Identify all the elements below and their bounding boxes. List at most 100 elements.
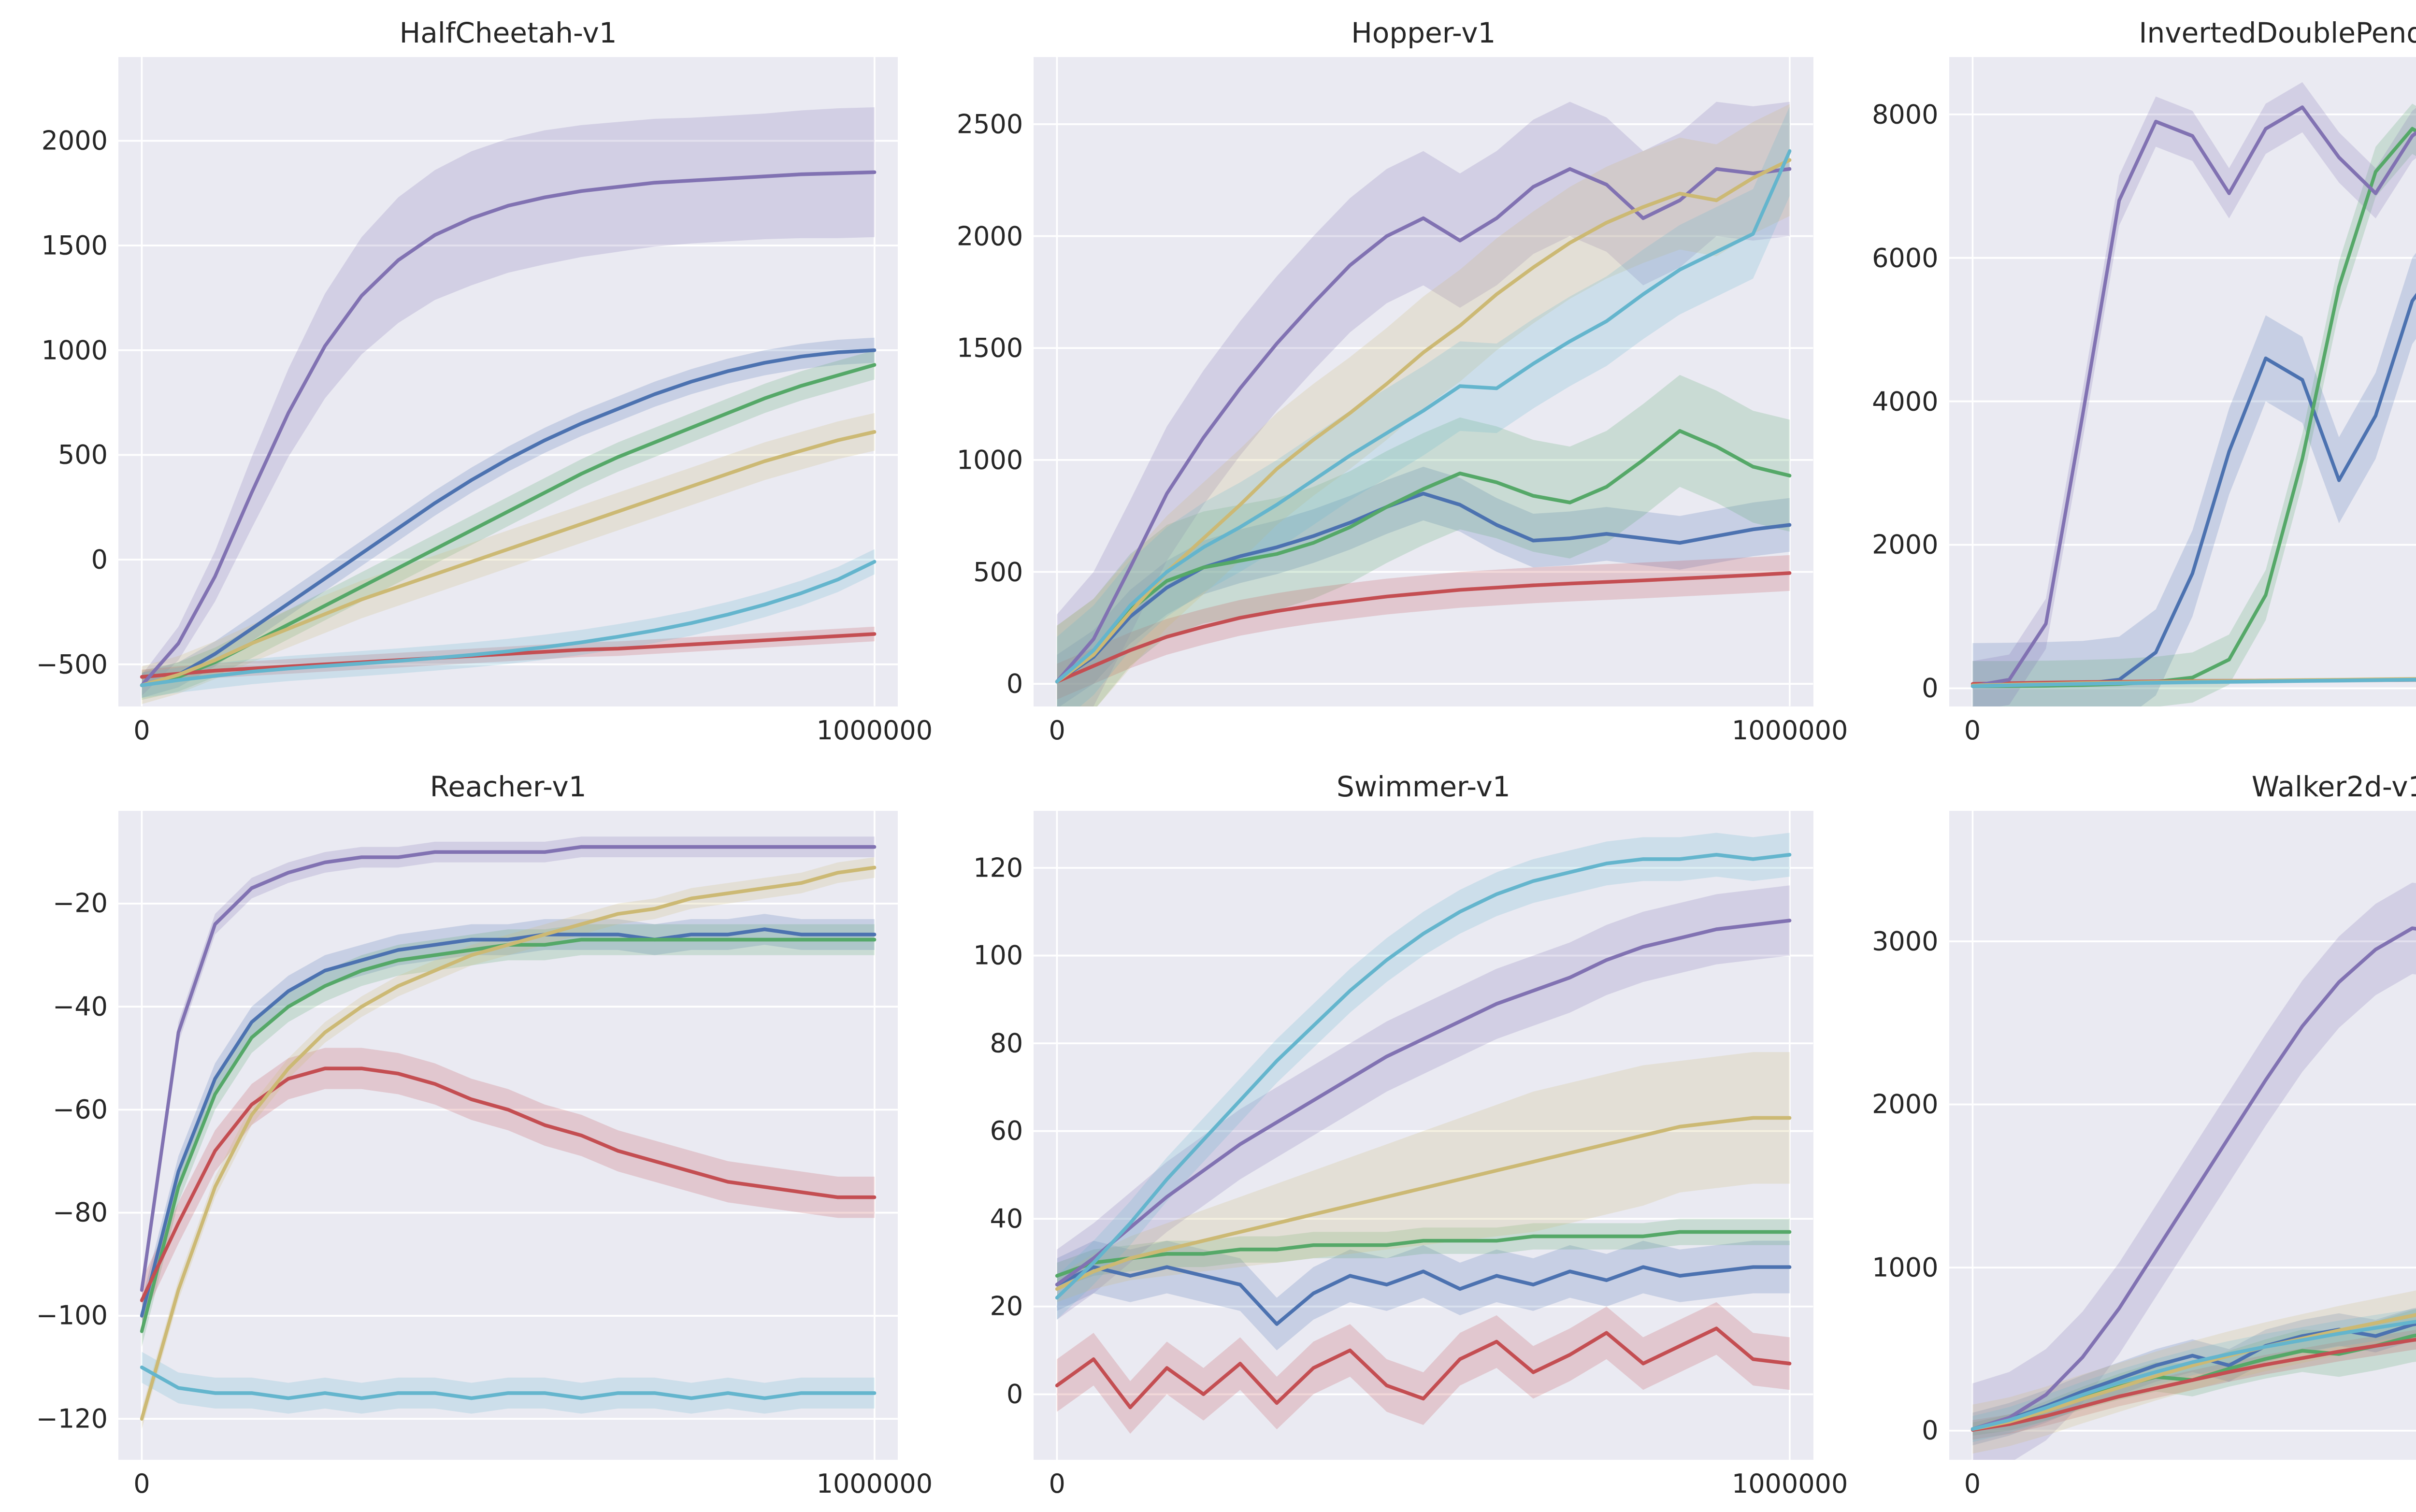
series-band (1972, 252, 2416, 706)
y-tick-label: 1000 (41, 335, 108, 366)
y-tick-label: 8000 (1872, 99, 1939, 130)
chart-svg (1034, 810, 1813, 1460)
y-tick-label: 3000 (1872, 926, 1939, 957)
plot-area (118, 57, 898, 706)
y-tick-label: 1500 (41, 230, 108, 261)
y-tick-label: 2500 (956, 109, 1023, 140)
series-band (1972, 103, 2416, 706)
series-band (1057, 555, 1790, 700)
series-band (1972, 1308, 2416, 1442)
x-axis: 0 1000000 (118, 1460, 933, 1508)
x-tick-label: 0 (133, 1469, 150, 1499)
y-tick-label: 1000 (956, 445, 1023, 475)
y-tick-label: 60 (990, 1115, 1023, 1146)
y-tick-label: 40 (990, 1203, 1023, 1234)
subplot-walker2d: Walker2d-v1 0 1000 2000 3000 0 1000000 (1841, 763, 2416, 1509)
series-line (140, 937, 877, 1333)
y-tick-label: −40 (53, 991, 108, 1022)
series-band (1057, 466, 1790, 706)
chart-title: InvertedDoublePendulum-v1 (2139, 16, 2416, 49)
series-line (1055, 167, 1792, 684)
x-tick-label: 0 (133, 715, 150, 746)
y-tick-label: 4000 (1872, 386, 1939, 417)
series-band (1972, 1290, 2416, 1454)
series-band (1972, 82, 2416, 706)
y-tick-label: 2000 (41, 125, 108, 156)
series-band (142, 1352, 875, 1414)
series-line (140, 348, 877, 687)
series-line (1055, 571, 1792, 684)
plot-area (1949, 810, 2416, 1460)
y-axis: 0 2000 4000 6000 8000 (1841, 57, 1949, 706)
chart-svg (1949, 57, 2416, 706)
series-line (1970, 1312, 2416, 1431)
x-tick-label: 0 (1049, 1469, 1065, 1499)
series-band (1972, 882, 2416, 1460)
series-line (1055, 918, 1792, 1286)
y-tick-label: 2000 (1872, 529, 1939, 560)
chart-title: Swimmer-v1 (1336, 770, 1510, 803)
series-band (1057, 1240, 1790, 1351)
chart-svg (1034, 57, 1813, 706)
y-axis: −120 −100 −80 −60 −40 −20 (10, 811, 118, 1460)
plot-area (1034, 57, 1813, 706)
series-line (140, 865, 877, 1421)
series-line (140, 560, 877, 687)
series-line (1055, 1265, 1792, 1326)
subplot-inverteddoublependulum: InvertedDoublePendulum-v1 0 2000 4000 6000 8… (1841, 9, 2416, 755)
chart-title: HalfCheetah-v1 (399, 16, 617, 49)
plot-area (1034, 810, 1813, 1460)
series-band (1057, 1051, 1790, 1302)
y-tick-label: 1500 (956, 332, 1023, 363)
x-axis: 0 1000000 (1949, 706, 2416, 755)
y-tick-label: 100 (973, 940, 1023, 971)
y-tick-label: −60 (53, 1094, 108, 1125)
y-tick-label: 120 (973, 852, 1023, 883)
subplot-hopper: Hopper-v1 0 500 1000 1500 2000 2500 0 1000000 (925, 9, 1848, 755)
subplot-halfcheetah: HalfCheetah-v1 −500 0 500 1000 1500 2000 0 10… (10, 9, 933, 755)
series-line (1055, 491, 1792, 684)
x-tick-label: 0 (1964, 1469, 1981, 1499)
series-line (1970, 1337, 2416, 1432)
y-tick-label: 0 (1006, 1379, 1023, 1410)
plot-area (118, 810, 898, 1460)
y-tick-label: −100 (36, 1300, 108, 1331)
series-band (142, 836, 875, 1300)
series-line (1055, 1116, 1792, 1291)
series-line (1055, 149, 1792, 684)
y-tick-label: −500 (36, 649, 108, 680)
series-line (140, 845, 877, 1292)
series-line (1970, 926, 2416, 1431)
series-line (140, 170, 877, 687)
y-tick-label: 20 (990, 1291, 1023, 1322)
x-tick-label: 0 (1964, 715, 1981, 746)
series-line (1055, 429, 1792, 684)
series-line (1970, 105, 2416, 688)
y-tick-label: −80 (53, 1197, 108, 1228)
subplot-swimmer: Swimmer-v1 0 20 40 60 80 100 120 0 1000000 (925, 763, 1848, 1509)
y-tick-label: −120 (36, 1403, 108, 1434)
chart-title: Walker2d-v1 (2251, 770, 2416, 803)
x-axis: 0 1000000 (1034, 1460, 1848, 1508)
series-line (140, 430, 877, 687)
y-axis: 0 1000 2000 3000 (1841, 811, 1949, 1460)
x-axis: 0 1000000 (1034, 706, 1848, 755)
x-tick-label: 1000000 (1731, 1469, 1848, 1499)
x-tick-label: 1000000 (816, 715, 933, 746)
plot-area (1949, 57, 2416, 706)
y-axis: 0 20 40 60 80 100 120 (925, 811, 1034, 1460)
y-axis: −500 0 500 1000 1500 2000 (10, 57, 118, 706)
y-tick-label: 0 (1006, 668, 1023, 699)
y-axis: 0 500 1000 1500 2000 2500 (925, 57, 1034, 706)
x-axis: 0 1000000 (1949, 1460, 2416, 1508)
chart-title: Hopper-v1 (1351, 16, 1496, 49)
y-tick-label: 500 (973, 557, 1023, 588)
y-tick-label: 80 (990, 1028, 1023, 1059)
series-line (1055, 1230, 1792, 1278)
series-line (1970, 1319, 2416, 1431)
y-tick-label: 0 (91, 544, 108, 575)
series-line (140, 632, 877, 679)
series-band (1057, 374, 1790, 706)
series-band (1972, 1307, 2416, 1445)
